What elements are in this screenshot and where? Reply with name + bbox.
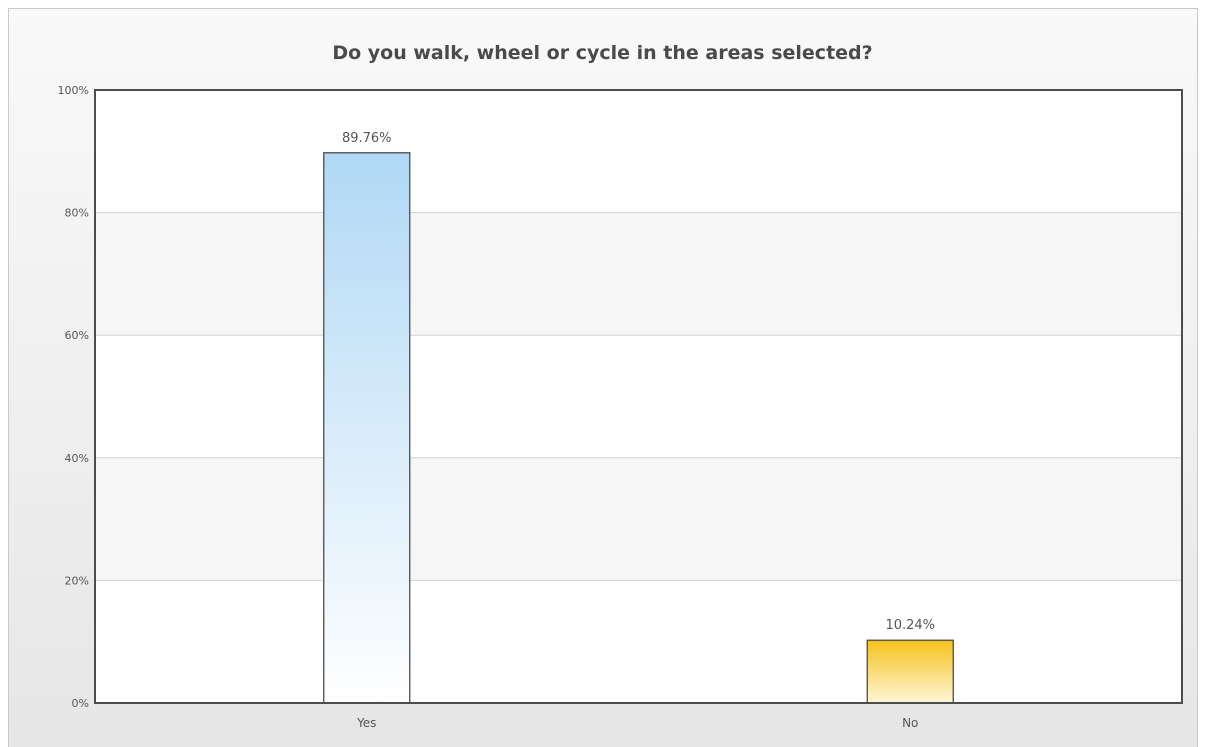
y-axis-ticks: 0% 20% 40% 60% 80% 100% <box>58 84 89 710</box>
y-tick-label: 60% <box>65 329 89 342</box>
plot-band <box>95 580 1182 703</box>
y-tick-label: 80% <box>65 207 89 220</box>
y-tick-label: 20% <box>65 574 89 587</box>
data-labels: 89.76% 10.24% <box>342 131 935 633</box>
plot-background <box>95 90 1182 703</box>
x-category-label: No <box>902 716 918 730</box>
bar-no <box>866 639 954 704</box>
x-axis-labels: Yes No <box>356 716 918 730</box>
plot-border <box>94 89 1183 704</box>
x-category-label: Yes <box>356 716 376 730</box>
chart-title: Do you walk, wheel or cycle in the areas… <box>332 42 873 64</box>
gridlines <box>95 212 1182 581</box>
y-tick-label: 0% <box>72 697 89 710</box>
y-tick-label: 40% <box>65 452 89 465</box>
plot-band <box>95 335 1182 458</box>
plot-band <box>95 90 1182 213</box>
plot-band <box>95 457 1182 581</box>
bar-yes <box>323 152 411 704</box>
data-label: 10.24% <box>885 618 935 633</box>
plot-band <box>95 212 1182 336</box>
y-tick-label: 100% <box>58 84 89 97</box>
data-label: 89.76% <box>342 131 392 146</box>
